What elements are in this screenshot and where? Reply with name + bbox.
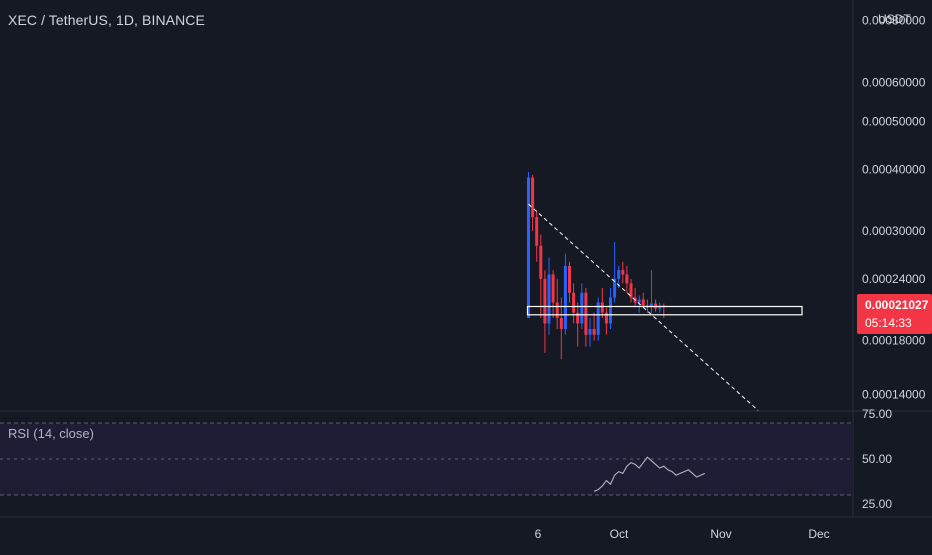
- candle-body: [551, 274, 555, 303]
- support-zone-rectangle[interactable]: [526, 305, 803, 316]
- descending-trendline[interactable]: [528, 203, 759, 411]
- price-tick-label: 0.00030000: [862, 224, 926, 238]
- candle-body: [650, 303, 653, 308]
- price-axis-unit: USDT: [878, 12, 911, 26]
- bar-countdown: 05:14:33: [865, 316, 912, 330]
- last-price-badge: 0.00021027 05:14:33: [857, 294, 932, 334]
- candle-body: [600, 302, 604, 313]
- candle-body: [637, 299, 641, 303]
- candle-body: [580, 292, 584, 324]
- candle-body: [621, 270, 625, 275]
- candle-body: [629, 283, 633, 298]
- candle-body: [584, 292, 588, 335]
- rsi-indicator-title[interactable]: RSI (14, close): [8, 426, 94, 441]
- candle-body: [641, 299, 645, 306]
- time-axis-label: Nov: [710, 527, 731, 541]
- price-pane[interactable]: [0, 0, 853, 410]
- price-tick-label: 0.00080000: [862, 14, 926, 28]
- candle-body: [535, 217, 539, 246]
- time-axis-label: Oct: [610, 527, 629, 541]
- price-tick-label: 0.00040000: [862, 162, 926, 176]
- time-axis-label: Dec: [808, 527, 829, 541]
- candle-body: [568, 265, 571, 293]
- rsi-tick-label: 25.00: [862, 497, 892, 511]
- rsi-line: [593, 456, 706, 492]
- candle-body: [617, 270, 621, 279]
- candle-body: [527, 177, 530, 318]
- price-tick-label: 0.00060000: [862, 75, 926, 89]
- price-axis-pane[interactable]: [853, 0, 932, 517]
- symbol-title: XEC / TetherUS, 1D, BINANCE: [8, 12, 205, 28]
- candle-body: [596, 302, 600, 335]
- candle-body: [543, 278, 547, 324]
- candle-body: [576, 312, 580, 324]
- candle-body: [531, 177, 535, 218]
- candle-body: [592, 329, 596, 335]
- rsi-tick-label: 75.00: [862, 407, 892, 421]
- candle-body: [559, 318, 563, 330]
- price-tick-label: 0.00014000: [862, 388, 926, 402]
- candle-body: [609, 297, 612, 324]
- time-axis-label: 6: [535, 527, 542, 541]
- last-price-value: 0.00021027: [865, 298, 929, 312]
- candle-body: [588, 329, 592, 335]
- candle-body: [613, 278, 617, 298]
- rsi-tick-label: 50.00: [862, 452, 892, 466]
- candle-body: [555, 302, 559, 318]
- candle-body: [547, 274, 551, 324]
- candle-body: [563, 265, 567, 330]
- candle-body: [604, 312, 608, 324]
- price-tick-label: 0.00024000: [862, 272, 926, 286]
- candle-body: [539, 245, 543, 279]
- price-tick-label: 0.00050000: [862, 114, 926, 128]
- price-tick-label: 0.00018000: [862, 334, 926, 348]
- candle-body: [572, 292, 576, 313]
- candle-body: [625, 274, 629, 284]
